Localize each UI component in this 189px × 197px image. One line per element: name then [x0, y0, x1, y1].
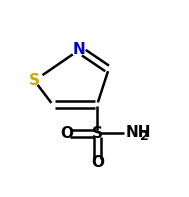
Text: 2: 2 — [140, 130, 149, 143]
Text: O: O — [91, 155, 104, 170]
Text: S: S — [29, 73, 40, 88]
Text: N: N — [73, 42, 86, 57]
Text: S: S — [92, 126, 103, 141]
Text: O: O — [60, 126, 73, 141]
Text: NH: NH — [125, 125, 151, 140]
